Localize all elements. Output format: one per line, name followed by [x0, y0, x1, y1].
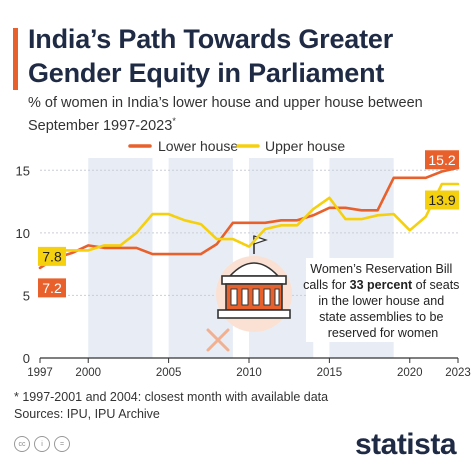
no-derivatives-icon[interactable]: =	[54, 436, 70, 452]
annotation-line-4: state assemblies to be	[319, 310, 443, 324]
data-label: 13.9	[428, 192, 455, 208]
chart-subtitle: % of women in India’s lower house and up…	[28, 94, 448, 135]
annotation-line-1: Women’s Reservation Bill	[310, 262, 452, 276]
y-tick-label: 0	[23, 351, 30, 366]
data-label: 7.8	[42, 248, 62, 264]
series-line-lower-house	[38, 166, 460, 270]
shaded-band-1	[168, 158, 233, 358]
x-tick-label: 2010	[236, 367, 262, 379]
x-tick-label: 2005	[156, 367, 182, 379]
data-label-box	[38, 278, 66, 298]
footnote: * 1997-2001 and 2004: closest month with…	[14, 390, 329, 404]
parliament-building-icon	[216, 235, 292, 332]
x-tick-label: 2020	[397, 367, 423, 379]
y-tick-label: 15	[16, 163, 30, 178]
legend-label-lower-house: Lower house	[158, 138, 238, 154]
creative-commons-icon[interactable]: cc	[14, 436, 30, 452]
line-chart: 0 5 10 15 1997 2000 2005 2010 2015 2020 2023 Lowe…	[16, 138, 471, 379]
x-tick-label: 2000	[75, 367, 101, 379]
statista-logo[interactable]: statista	[354, 428, 457, 461]
series-line-upper-house	[38, 182, 460, 262]
x-axis-ticks: 1997 2000 2005 2010 2015 2020 2023	[27, 358, 471, 379]
subtitle-footnote-mark: *	[172, 116, 176, 126]
data-label: 15.2	[428, 152, 455, 168]
data-label-box	[425, 150, 459, 170]
data-label-box	[425, 190, 459, 210]
x-tick-label: 1997	[27, 367, 53, 379]
annotation-text: Women’s Reservation Bill calls for 33 pe…	[303, 262, 463, 340]
data-label: 7.2	[42, 280, 62, 296]
x-tick-label: 2023	[445, 367, 471, 379]
data-label-box	[38, 246, 66, 266]
y-tick-label: 10	[16, 226, 30, 241]
shaded-band-0	[88, 158, 153, 358]
reservation-bill-annotation: Women’s Reservation Bill calls for 33 pe…	[303, 258, 463, 342]
annotation-line-5: reserved for women	[328, 326, 439, 340]
y-tick-label: 5	[23, 288, 30, 303]
annotation-line-2: calls for 33 percent of seats	[303, 278, 459, 292]
data-labels: 7.2 7.8 15.2 13.9	[38, 150, 459, 298]
y-axis-ticks: 0 5 10 15	[16, 163, 30, 366]
subtitle-text: % of women in India’s lower house and up…	[28, 95, 423, 134]
annotation-box	[306, 258, 460, 342]
x-tick-label: 2015	[317, 367, 343, 379]
legend-label-upper-house: Upper house	[265, 138, 345, 154]
accent-bar	[13, 28, 18, 90]
female-symbol-icon	[206, 328, 230, 352]
legend: Lower house Upper house	[128, 138, 345, 154]
series-lines	[38, 166, 460, 270]
annotation-line-3: in the lower house and	[318, 294, 444, 308]
footnote-block: * 1997-2001 and 2004: closest month with…	[14, 389, 328, 423]
sources: Sources: IPU, IPU Archive	[14, 407, 160, 421]
chart-title: India’s Path Towards Greater Gender Equi…	[28, 24, 394, 88]
attribution-icon[interactable]: i	[34, 436, 50, 452]
annotation-bold-value: 33 percent	[350, 278, 413, 292]
